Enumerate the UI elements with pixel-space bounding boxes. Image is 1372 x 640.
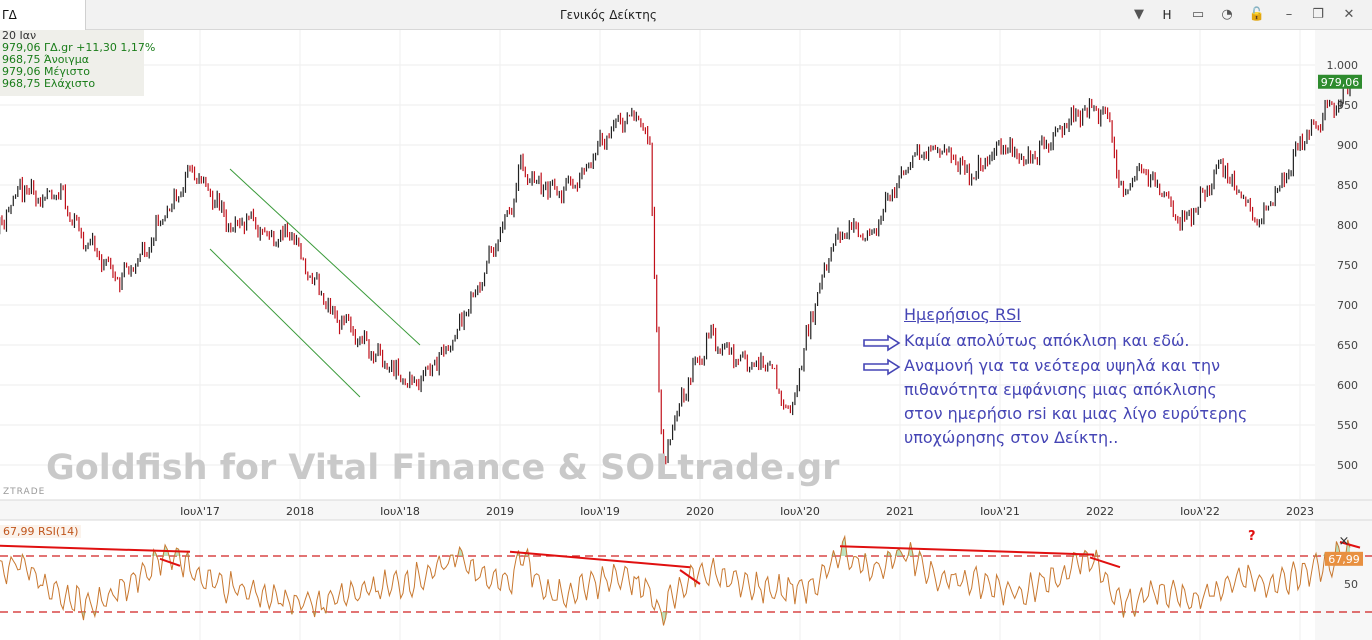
question-mark: ? [1248, 529, 1256, 544]
time-axis-area [0, 500, 1372, 520]
arrow-icon [863, 358, 901, 376]
chart-title: Γενικός Δείκτης [560, 8, 657, 22]
rsi-divergence-line [679, 569, 701, 585]
annotation-line-4: στον ημερήσιο rsi και μιας λίγο ευρύτερη… [904, 404, 1248, 423]
toolbar: ΓΔ Γενικός Δείκτης ▼ H ▭ ◔ 🔓 – ❐ ✕ [0, 0, 1372, 30]
y-tick-label: 550 [1337, 419, 1358, 432]
x-tick-label: Ιουλ'22 [1180, 505, 1220, 518]
annotation-heading: Ημερήσιος RSI [904, 305, 1021, 324]
watermark: Goldfish for Vital Finance & SOLtrade.gr [46, 448, 840, 488]
restore-icon[interactable]: ❐ [1312, 7, 1324, 22]
y-tick-label: 1.000 [1327, 59, 1359, 72]
info-open: 968,75 Άνοιγμα [2, 53, 89, 66]
x-tick-label: 2022 [1086, 505, 1114, 518]
lock-icon[interactable]: 🔓 [1248, 7, 1266, 22]
close-icon[interactable]: ✕ [1343, 7, 1355, 22]
x-tick-label: 2018 [286, 505, 314, 518]
x-tick-label: Ιουλ'17 [180, 505, 220, 518]
symbol-field[interactable]: ΓΔ [0, 0, 86, 30]
annotation-line-3: πιθανότητα εμφάνισης μιας απόκλισης [904, 380, 1217, 399]
x-tick-label: 2021 [886, 505, 914, 518]
y-tick-label: 600 [1337, 379, 1358, 392]
rsi-value-label: 67,99 [1328, 553, 1360, 566]
x-tick-label: 2020 [686, 505, 714, 518]
x-tick-label: Ιουλ'21 [980, 505, 1020, 518]
period-h-button[interactable]: H [1162, 8, 1172, 22]
rsi-label[interactable]: 67,99 RSI(14) [0, 525, 82, 538]
rsi-overbought-fill [887, 551, 891, 556]
rsi-axis-area [1315, 520, 1372, 640]
rsi-overbought-fill [459, 547, 462, 556]
rsi-value-badge [1325, 551, 1363, 566]
panel-icon[interactable]: ▭ [1191, 7, 1205, 22]
info-low: 968,75 Ελάχιστο [2, 77, 96, 90]
channel-upper-line [229, 168, 421, 346]
annotation-line-2: Αναμονή για τα νεότερα υψηλά και την [904, 356, 1221, 375]
rsi-divergence-line [509, 550, 691, 569]
y-tick-label: 750 [1337, 259, 1358, 272]
minimize-icon[interactable]: – [1285, 7, 1293, 22]
y-tick-label: 900 [1337, 139, 1358, 152]
y-tick-label: 650 [1337, 339, 1358, 352]
x-tick-label: Ιουλ'20 [780, 505, 820, 518]
rsi-plot-area [0, 520, 1315, 640]
brand-label: ZTRADE [3, 487, 46, 497]
x-tick-label: Ιουλ'18 [380, 505, 420, 518]
rsi-divergence-line [1339, 541, 1361, 549]
channel-lower-line [209, 248, 361, 398]
info-date: 20 Ιαν [2, 29, 37, 42]
y-tick-label: 700 [1337, 299, 1358, 312]
rsi-divergence-line [0, 544, 191, 553]
arrow-icon [863, 334, 901, 352]
rsi-tick-label: 50 [1344, 578, 1358, 591]
last-price-label: 979,06 [1321, 76, 1360, 89]
y-tick-label: 800 [1337, 219, 1358, 232]
rsi-divergence-line [839, 545, 1095, 556]
rsi-divergence-line [159, 557, 181, 567]
y-tick-label: 850 [1337, 179, 1358, 192]
rsi-divergence-line [1089, 556, 1121, 569]
rsi-overbought-fill [896, 549, 900, 556]
dropdown-icon[interactable]: ▼ [1134, 7, 1144, 22]
comment-icon[interactable]: ◔ [1221, 7, 1233, 22]
rsi-close-icon[interactable]: × [1339, 534, 1350, 549]
info-last: 979,06 ΓΔ.gr +11,30 1,17% [2, 41, 156, 54]
x-tick-label: Ιουλ'19 [580, 505, 620, 518]
annotation-line-1: Καμία απολύτως απόκλιση και εδώ. [904, 331, 1190, 350]
x-tick-label: 2019 [486, 505, 514, 518]
y-tick-label: 500 [1337, 459, 1358, 472]
info-high: 979,06 Μέγιστο [2, 65, 90, 78]
last-price-badge [1318, 74, 1362, 89]
annotation-line-5: υποχώρησης στον Δείκτη.. [904, 428, 1119, 447]
y-tick-label: 950 [1337, 99, 1358, 112]
rsi-line [0, 534, 1351, 626]
info-box: 20 Ιαν 979,06 ΓΔ.gr +11,30 1,17% 968,75 … [0, 29, 156, 96]
x-tick-label: 2023 [1286, 505, 1314, 518]
